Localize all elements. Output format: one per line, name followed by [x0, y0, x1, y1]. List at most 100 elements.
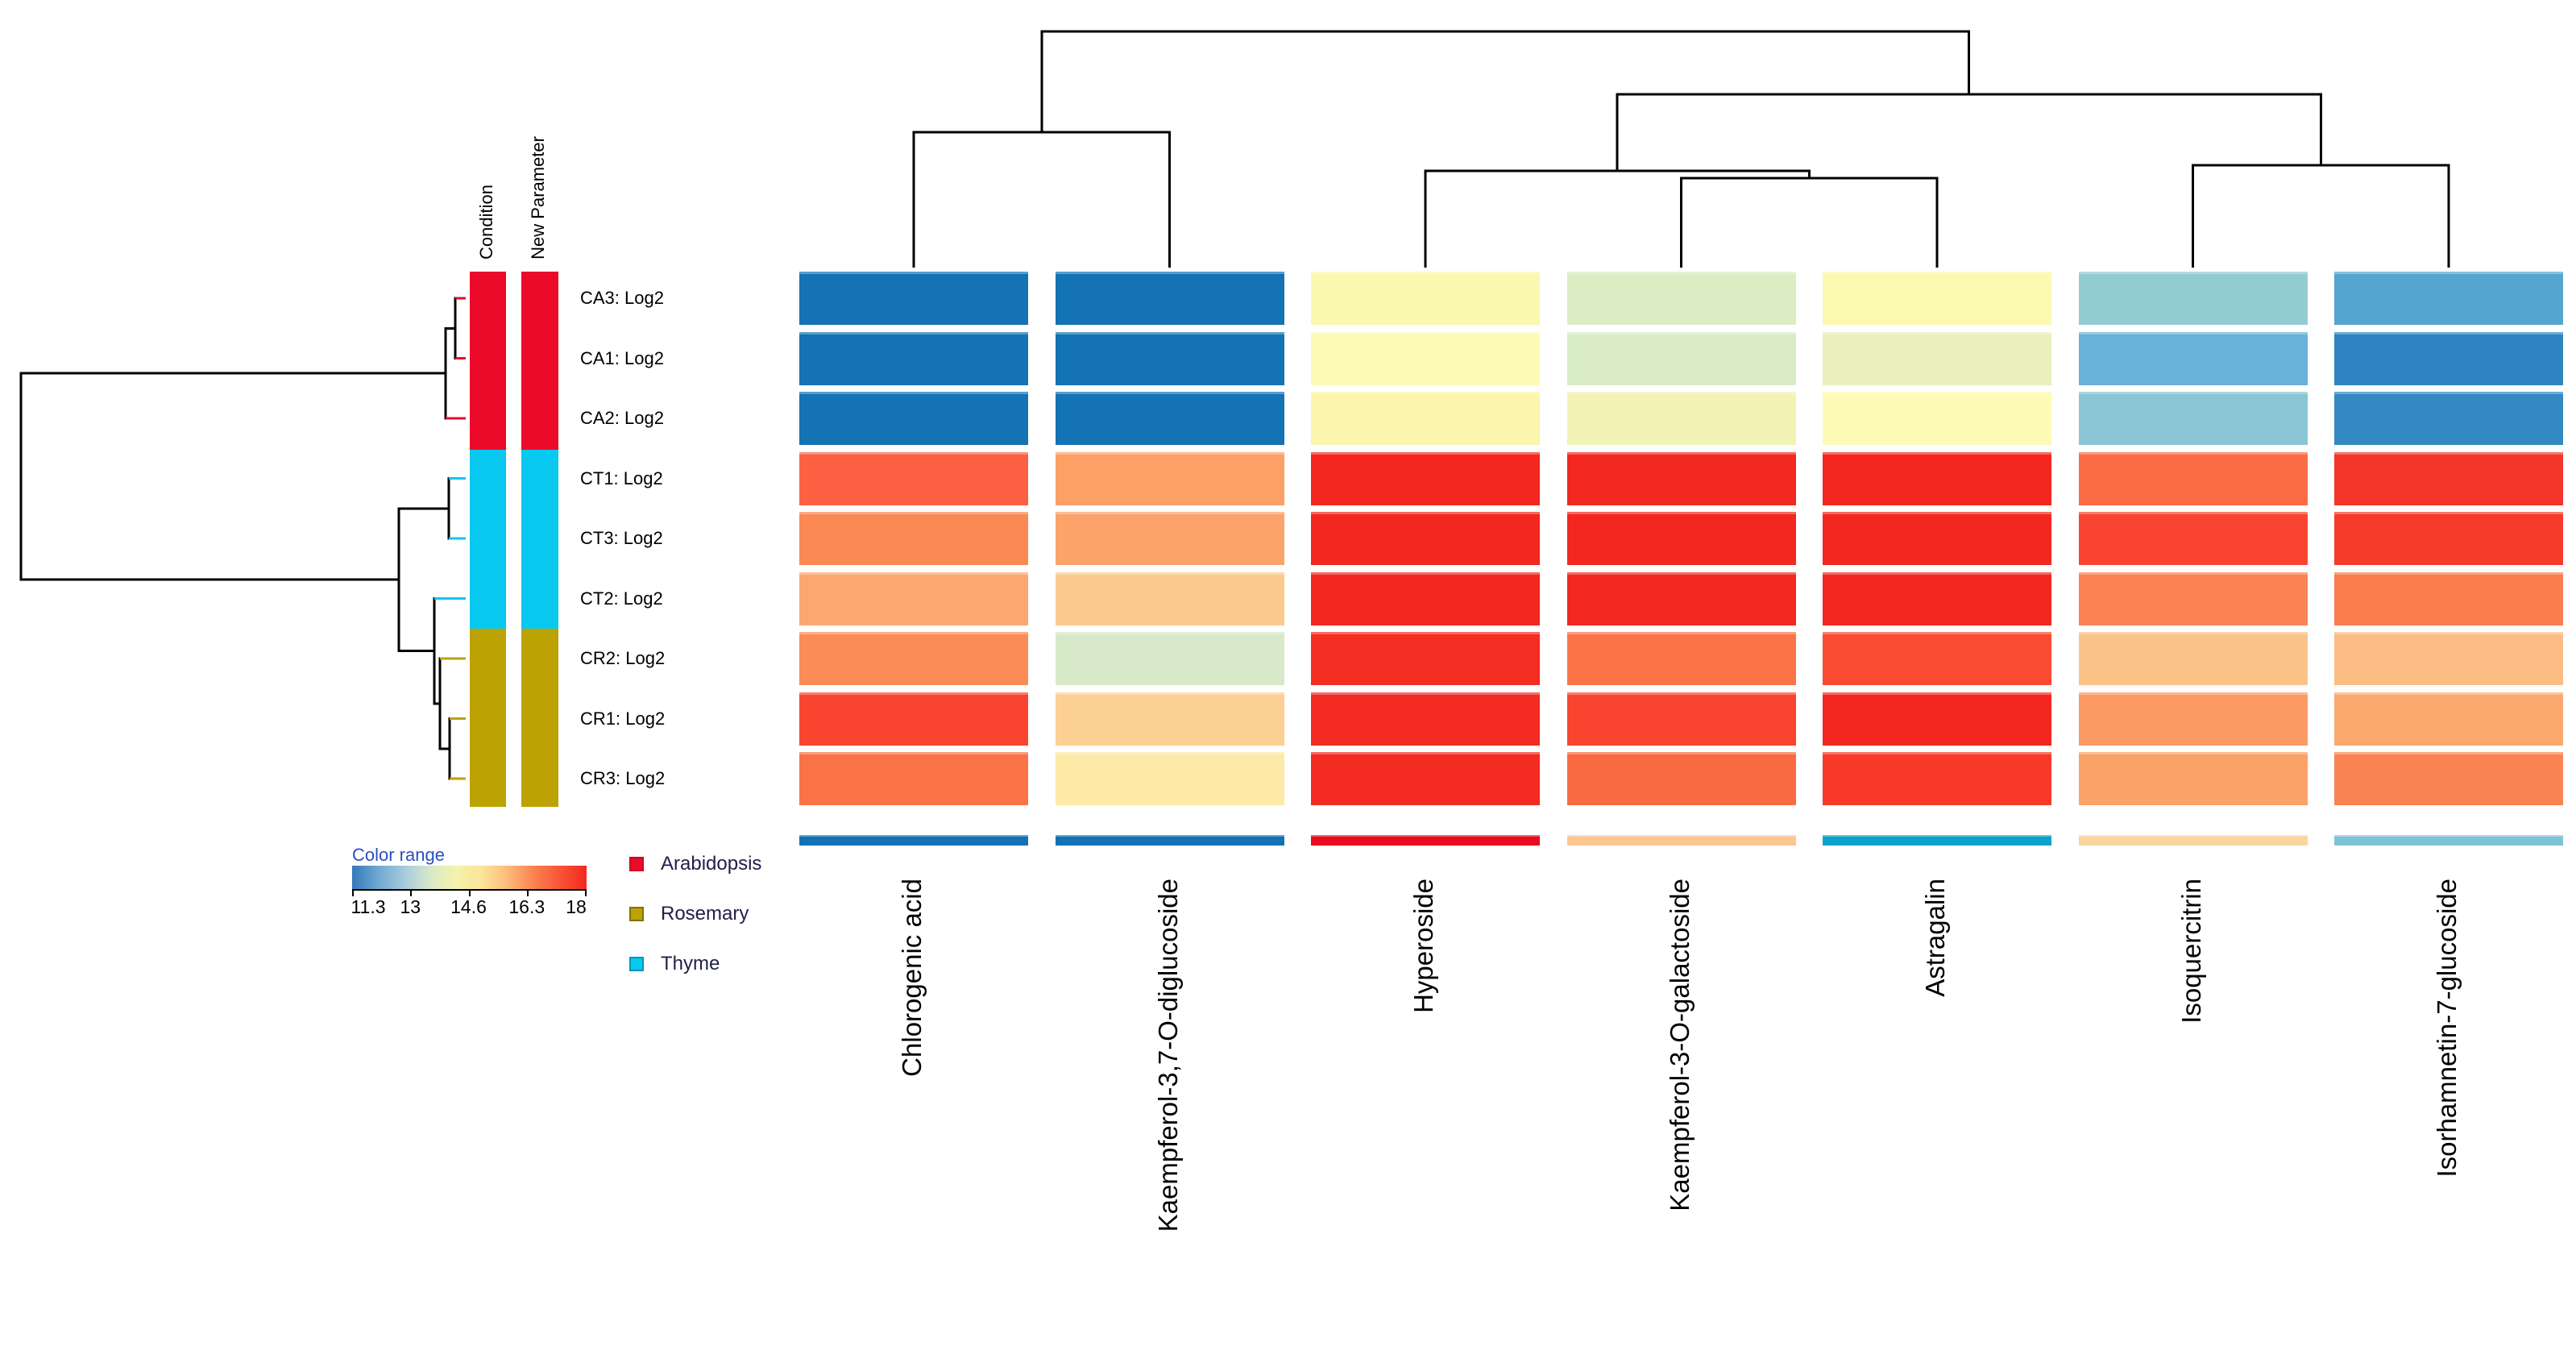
heatmap-cell-CA2-col1 [799, 392, 1028, 445]
row-label-CR3: CR3: Log2 [580, 768, 666, 788]
heatmap-cell-CT2-col6 [2078, 571, 2308, 625]
color-range-tick-label-18: 18 [566, 896, 587, 917]
legend-swatch-rosemary [629, 907, 644, 921]
row-label-CA2: CA2: Log2 [580, 408, 664, 428]
heatmap-cell-CA1-col7 [2334, 331, 2563, 385]
heatmap-cell-CT1-col3 [1311, 451, 1540, 505]
row-label-CR2: CR2: Log2 [580, 648, 666, 668]
color-range-gradient-bar [352, 866, 587, 889]
heatmap-cell-CR3-col2 [1055, 752, 1284, 805]
heatmap-cell-CT3-col7 [2334, 512, 2563, 565]
column-footer-strip-7 [2334, 835, 2563, 846]
column-label-isorhamnetin-7-glucoside: Isorhamnetin-7-glucoside [2432, 879, 2462, 1178]
color-range-tick-label-11.3: 11.3 [351, 896, 386, 917]
heatmap-cell-CR3-col5 [1823, 752, 2051, 805]
heatmap-cell-CT2-col3 [1311, 571, 1540, 625]
heatmap-cell-CR2-col6 [2078, 632, 2308, 685]
row-label-CT2: CT2: Log2 [580, 588, 663, 609]
annotation-header-condition: Condition [475, 185, 496, 260]
heatmap-cell-CT2-col1 [799, 571, 1028, 625]
row-label-CA1: CA1: Log2 [580, 347, 664, 368]
heatmap-cell-CT2-col2 [1055, 571, 1284, 625]
color-range-tick-label-14.6: 14.6 [450, 896, 487, 917]
heatmap-cell-CT3-col4 [1566, 512, 1796, 565]
heatmap-cell-CA3-col6 [2078, 272, 2308, 325]
heatmap-cell-CA3-col4 [1566, 272, 1796, 325]
heatmap-cell-CT2-col5 [1823, 571, 2051, 625]
heatmap-cell-CR2-col7 [2334, 632, 2563, 685]
annotation-bar-new-parameter-rosemary [521, 628, 558, 807]
column-footer-strip-3 [1311, 835, 1540, 846]
heatmap-cell-CT3-col1 [799, 512, 1028, 565]
color-range-tick-11.3 [352, 889, 354, 896]
color-range-tick-label-16.3: 16.3 [508, 896, 545, 917]
color-range-tick-18 [585, 889, 587, 896]
heatmap-cell-CA1-col4 [1566, 331, 1796, 385]
heatmap-cell-CR2-col4 [1566, 632, 1796, 685]
heatmap-cell-CR3-col4 [1566, 752, 1796, 805]
column-label-astragalin: Astragalin [1920, 879, 1950, 997]
annotation-bar-condition-thyme [470, 450, 506, 629]
heatmap-cell-CA1-col1 [799, 331, 1028, 385]
annotation-bar-new-parameter-arabidopsis [521, 272, 558, 451]
legend-label-rosemary: Rosemary [661, 903, 749, 925]
heatmap-cell-CT2-col7 [2334, 571, 2563, 625]
heatmap-cell-CA3-col5 [1823, 272, 2051, 325]
heatmap-cell-CR1-col2 [1055, 692, 1284, 746]
heatmap-cell-CR2-col5 [1823, 632, 2051, 685]
heatmap-cell-CA2-col3 [1311, 392, 1540, 445]
annotation-bar-condition-rosemary [470, 628, 506, 807]
column-label-chlorogenic-acid: Chlorogenic acid [897, 879, 927, 1077]
color-range-tick-16.3 [526, 889, 529, 896]
heatmap-cell-CA1-col2 [1055, 331, 1284, 385]
heatmap-cell-CA3-col7 [2334, 272, 2563, 325]
heatmap-cell-CT1-col5 [1823, 451, 2051, 505]
heatmap-cell-CT3-col3 [1311, 512, 1540, 565]
row-label-CA3: CA3: Log2 [580, 288, 664, 308]
column-footer-strip-2 [1055, 835, 1284, 846]
heatmap-cell-CR3-col1 [799, 752, 1028, 805]
column-footer-strip-6 [2078, 835, 2308, 846]
column-footer-strip-5 [1823, 835, 2051, 846]
heatmap-cell-CR1-col5 [1823, 692, 2051, 746]
column-label-hyperoside: Hyperoside [1408, 879, 1438, 1013]
heatmap-cell-CT1-col6 [2078, 451, 2308, 505]
heatmap-cell-CR3-col3 [1311, 752, 1540, 805]
column-label-isoquercitrin: Isoquercitrin [2176, 879, 2206, 1024]
heatmap-cell-CR3-col6 [2078, 752, 2308, 805]
heatmap-cell-CR1-col3 [1311, 692, 1540, 746]
heatmap-cell-CA1-col3 [1311, 331, 1540, 385]
heatmap-cell-CA2-col6 [2078, 392, 2308, 445]
row-label-CT3: CT3: Log2 [580, 528, 663, 548]
heatmap-cell-CA3-col1 [799, 272, 1028, 325]
annotation-bar-condition-arabidopsis [470, 272, 506, 451]
heatmap-cell-CT3-col6 [2078, 512, 2308, 565]
heatmap-cell-CT1-col2 [1055, 451, 1284, 505]
row-label-CT1: CT1: Log2 [580, 467, 663, 488]
heatmap-cell-CA3-col2 [1055, 272, 1284, 325]
heatmap-cell-CR2-col2 [1055, 632, 1284, 685]
heatmap-cell-CA2-col5 [1823, 392, 2051, 445]
column-footer-strip-4 [1566, 835, 1796, 846]
annotation-header-new-parameter: New Parameter [528, 136, 548, 260]
heatmap-cell-CT3-col2 [1055, 512, 1284, 565]
heatmap-cell-CR3-col7 [2334, 752, 2563, 805]
heatmap-cell-CR2-col1 [799, 632, 1028, 685]
row-label-CR1: CR1: Log2 [580, 708, 666, 729]
heatmap-cell-CR2-col3 [1311, 632, 1540, 685]
column-footer-strip-1 [799, 835, 1028, 846]
heatmap-cell-CA2-col4 [1566, 392, 1796, 445]
heatmap-cell-CT1-col1 [799, 451, 1028, 505]
heatmap-cell-CT3-col5 [1823, 512, 2051, 565]
heatmap-cell-CA3-col3 [1311, 272, 1540, 325]
color-range-tick-14.6 [468, 889, 471, 896]
heatmap-cell-CT1-col4 [1566, 451, 1796, 505]
heatmap-cell-CR1-col1 [799, 692, 1028, 746]
heatmap-cell-CR1-col4 [1566, 692, 1796, 746]
legend-label-thyme: Thyme [661, 953, 720, 974]
color-range-legend: Color range 11.3 13 14.6 16.3 18 [351, 845, 587, 925]
legend-swatch-arabidopsis [629, 857, 644, 871]
color-range-tick-label-13: 13 [400, 896, 421, 917]
